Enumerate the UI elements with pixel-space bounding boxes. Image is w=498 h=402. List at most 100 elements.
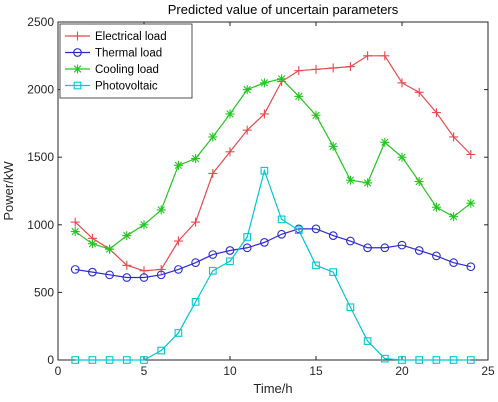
- data-point-thermal-load: [208, 250, 218, 259]
- data-point-photovoltaic: [466, 356, 475, 364]
- data-point-thermal-load: [105, 270, 114, 280]
- data-point-electrical-load: [380, 51, 390, 61]
- legend-item-thermal-load: Thermal load: [65, 48, 162, 60]
- legend-label: Thermal load: [95, 48, 162, 60]
- data-point-photovoltaic: [329, 268, 338, 276]
- data-point-photovoltaic: [140, 356, 148, 364]
- data-point-electrical-load: [311, 64, 321, 74]
- data-point-cooling-load: [122, 231, 132, 241]
- legend-label: Electrical load: [95, 31, 167, 43]
- legend-swatch-marker: [73, 64, 82, 74]
- y-tick-label: 2000: [27, 83, 54, 97]
- data-point-photovoltaic: [312, 261, 320, 270]
- data-point-thermal-load: [260, 238, 269, 247]
- data-point-cooling-load: [294, 91, 304, 101]
- data-point-photovoltaic: [174, 329, 183, 337]
- legend-item-cooling-load: Cooling load: [65, 64, 159, 76]
- data-point-cooling-load: [208, 132, 218, 142]
- series-line-thermal-load: [75, 228, 471, 279]
- data-point-electrical-load: [466, 149, 476, 159]
- data-point-cooling-load: [380, 137, 390, 147]
- data-point-electrical-load: [363, 51, 373, 61]
- data-point-photovoltaic: [88, 356, 97, 364]
- data-point-thermal-load: [397, 240, 407, 250]
- data-point-electrical-load: [345, 62, 355, 72]
- data-point-cooling-load: [328, 141, 338, 151]
- data-point-cooling-load: [345, 175, 355, 185]
- legend-item-electrical-load: Electrical load: [65, 31, 167, 43]
- data-point-photovoltaic: [191, 298, 200, 306]
- data-point-electrical-load: [328, 63, 338, 73]
- data-point-thermal-load: [466, 262, 476, 272]
- data-point-thermal-load: [380, 243, 390, 253]
- data-point-cooling-load: [311, 110, 321, 120]
- data-point-electrical-load: [208, 168, 218, 178]
- data-point-photovoltaic: [432, 356, 441, 364]
- data-point-electrical-load: [397, 78, 407, 88]
- data-point-photovoltaic: [277, 215, 286, 224]
- data-point-cooling-load: [277, 74, 287, 84]
- data-point-photovoltaic: [415, 356, 424, 364]
- data-point-electrical-load: [225, 147, 235, 157]
- x-tick-label: 15: [309, 364, 323, 378]
- data-point-cooling-load: [449, 212, 459, 222]
- data-point-cooling-load: [363, 178, 373, 188]
- data-point-thermal-load: [174, 265, 183, 274]
- data-point-photovoltaic: [122, 356, 131, 364]
- data-point-thermal-load: [414, 246, 424, 255]
- data-point-electrical-load: [431, 108, 441, 118]
- data-point-cooling-load: [105, 244, 115, 254]
- data-point-photovoltaic: [208, 266, 217, 275]
- data-point-cooling-load: [191, 154, 201, 164]
- data-point-cooling-load: [173, 160, 183, 170]
- data-point-electrical-load: [242, 125, 252, 135]
- data-point-thermal-load: [139, 273, 149, 282]
- legend-label: Photovoltaic: [95, 81, 158, 93]
- legend: Electrical load Thermal load Cooling load P…: [59, 23, 193, 99]
- chart-title: Predicted value of uncertain parameters: [168, 2, 399, 17]
- data-point-photovoltaic: [260, 166, 269, 175]
- data-point-photovoltaic: [380, 354, 389, 363]
- series-layer: [70, 51, 476, 364]
- data-point-thermal-load: [363, 243, 372, 253]
- data-point-thermal-load: [242, 243, 252, 253]
- data-point-electrical-load: [294, 66, 304, 76]
- data-point-thermal-load: [225, 246, 235, 255]
- axis-ticks: 0 5 10 15 20 25 0 500 1000 1500 2000 2500: [27, 15, 495, 378]
- data-point-photovoltaic: [105, 356, 114, 364]
- data-point-cooling-load: [139, 220, 149, 230]
- data-point-photovoltaic: [294, 226, 303, 235]
- series-photovoltaic: [71, 166, 475, 364]
- data-point-thermal-load: [311, 224, 321, 234]
- data-point-cooling-load: [87, 239, 97, 249]
- data-point-cooling-load: [156, 205, 166, 215]
- x-tick-label: 20: [395, 364, 409, 378]
- data-point-cooling-load: [242, 85, 252, 95]
- data-point-cooling-load: [397, 152, 407, 162]
- data-point-cooling-load: [431, 202, 441, 212]
- legend-item-photovoltaic: Photovoltaic: [65, 81, 158, 93]
- y-tick-label: 1500: [27, 150, 54, 164]
- data-point-cooling-load: [225, 109, 235, 119]
- data-point-photovoltaic: [243, 233, 252, 241]
- data-point-electrical-load: [259, 109, 269, 119]
- data-point-photovoltaic: [346, 303, 355, 312]
- x-tick-label: 25: [481, 364, 495, 378]
- data-point-thermal-load: [328, 231, 338, 240]
- x-axis-label: Time/h: [253, 381, 292, 396]
- series-cooling-load: [70, 74, 476, 254]
- data-point-electrical-load: [191, 217, 201, 227]
- legend-swatch-marker: [73, 48, 82, 57]
- data-point-photovoltaic: [157, 346, 166, 355]
- data-point-thermal-load: [191, 258, 200, 268]
- data-point-thermal-load: [346, 236, 355, 246]
- data-point-electrical-load: [70, 217, 80, 227]
- y-axis-label: Power/kW: [1, 161, 16, 221]
- data-point-electrical-load: [173, 236, 183, 246]
- x-tick-label: 5: [141, 364, 148, 378]
- data-point-photovoltaic: [363, 337, 372, 345]
- legend-swatch-marker: [73, 31, 82, 41]
- data-point-thermal-load: [449, 258, 458, 268]
